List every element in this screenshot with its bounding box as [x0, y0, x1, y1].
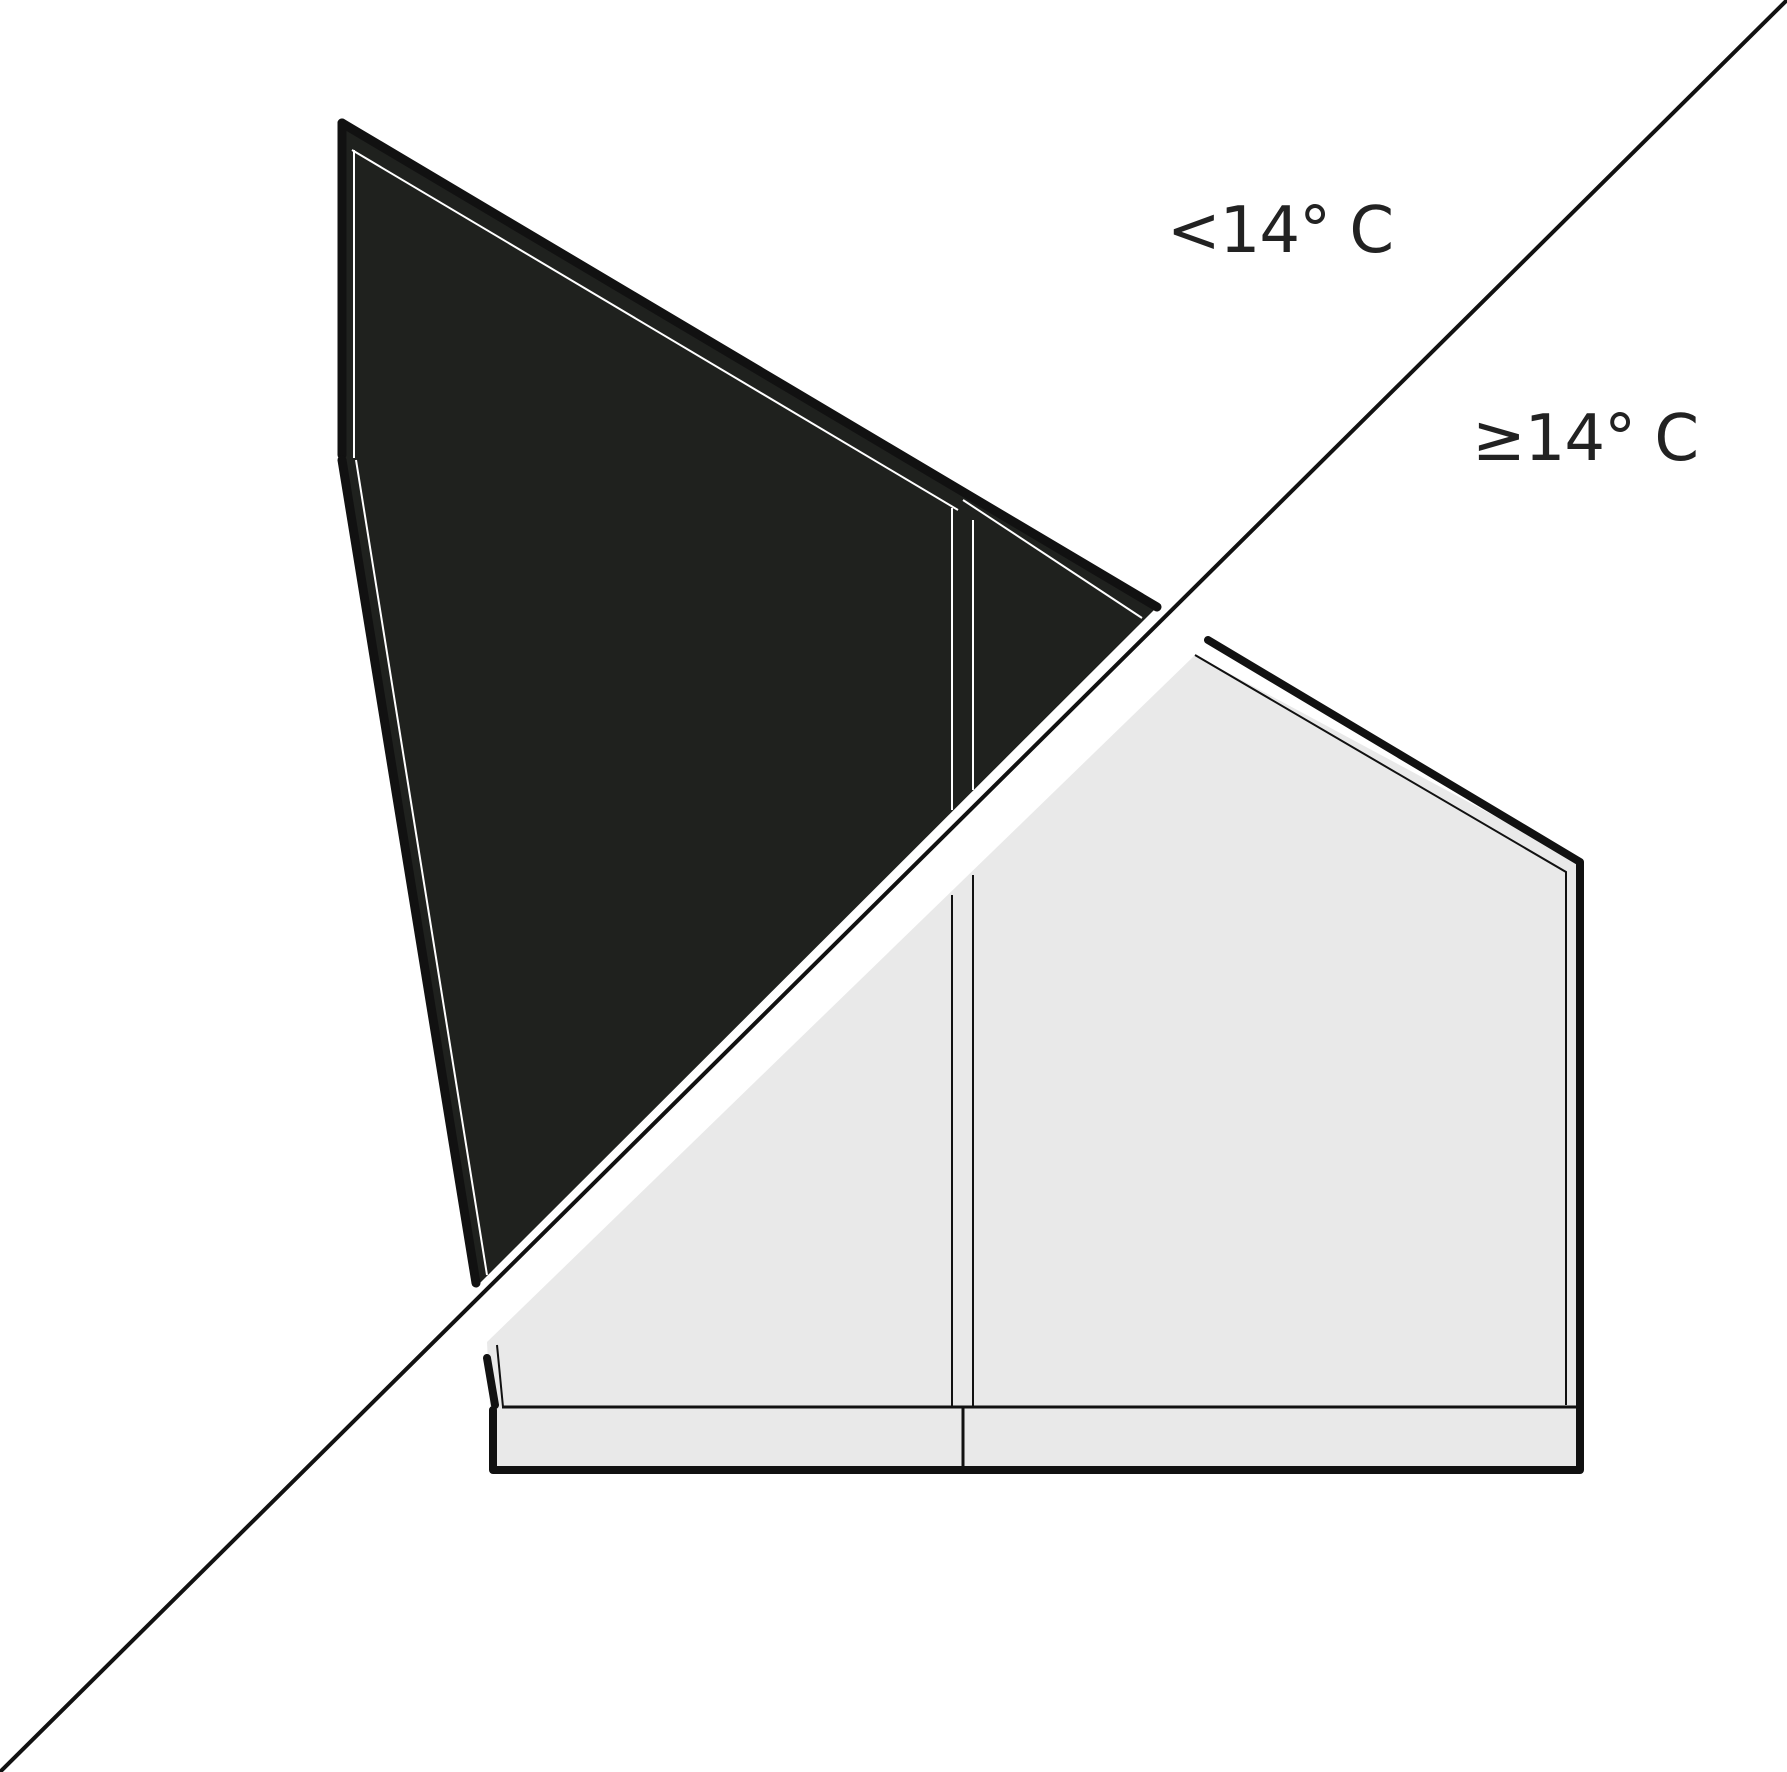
cold-region-top-edge	[337, 118, 1162, 612]
cold-region-inner-slanted-line	[355, 459, 488, 1276]
warm-region-left-stub	[483, 1354, 499, 1409]
warm-temperature-label: ≥14° C	[1472, 402, 1698, 476]
cold-temperature-label: <14° C	[1167, 194, 1393, 268]
warm-region-fill	[487, 655, 1580, 1470]
cold-region	[337, 118, 1162, 1288]
cold-region-slanted-edge	[337, 455, 481, 1288]
warm-region-inner-top-line	[1194, 654, 1567, 1405]
cold-region-fill	[342, 123, 1157, 1285]
cold-region-inner-top-line	[351, 149, 959, 511]
warm-region	[483, 636, 1584, 1474]
cold-region-inner-top-line-2	[962, 499, 1143, 619]
warm-region-top-edge	[489, 636, 1584, 1474]
warm-region-inner-left-line	[496, 1344, 504, 1408]
